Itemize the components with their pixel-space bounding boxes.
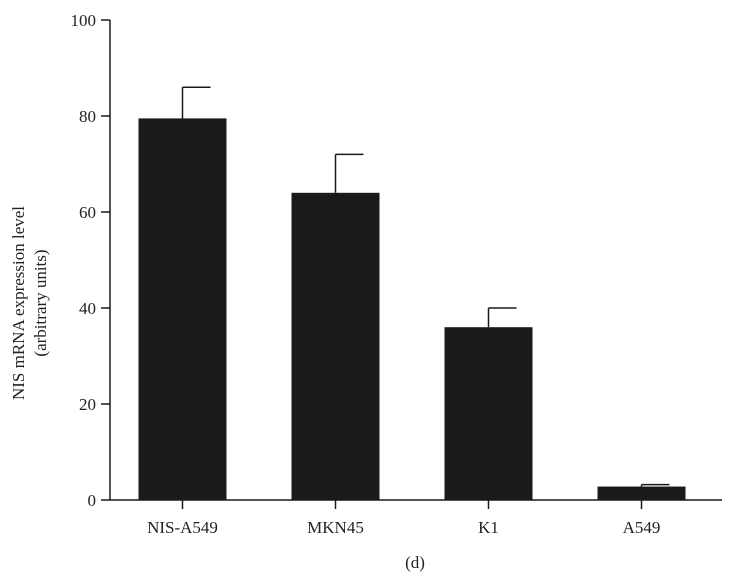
bars — [138, 118, 686, 501]
x-tick-label: NIS-A549 — [147, 518, 218, 537]
y-axis-title-line1: NIS mRNA expression level — [9, 206, 28, 400]
bar — [291, 192, 380, 501]
y-axis: 0 20 40 60 80 100 — [71, 11, 111, 510]
panel-label: (d) — [405, 553, 425, 572]
y-tick-label: 60 — [79, 203, 96, 222]
y-tick-label: 80 — [79, 107, 96, 126]
y-tick-label: 20 — [79, 395, 96, 414]
x-tick-label: K1 — [478, 518, 499, 537]
y-axis-title-line2: (arbitrary units) — [31, 249, 50, 356]
error-bars — [181, 86, 670, 487]
bar — [597, 486, 686, 500]
y-tick-label: 100 — [71, 11, 97, 30]
y-tick-label: 40 — [79, 299, 96, 318]
y-tick-label: 0 — [88, 491, 97, 510]
x-tick-label: MKN45 — [307, 518, 364, 537]
bar — [444, 327, 533, 500]
bar — [138, 118, 227, 501]
x-axis: NIS-A549 MKN45 K1 A549 — [110, 499, 722, 537]
x-tick-label: A549 — [623, 518, 661, 537]
